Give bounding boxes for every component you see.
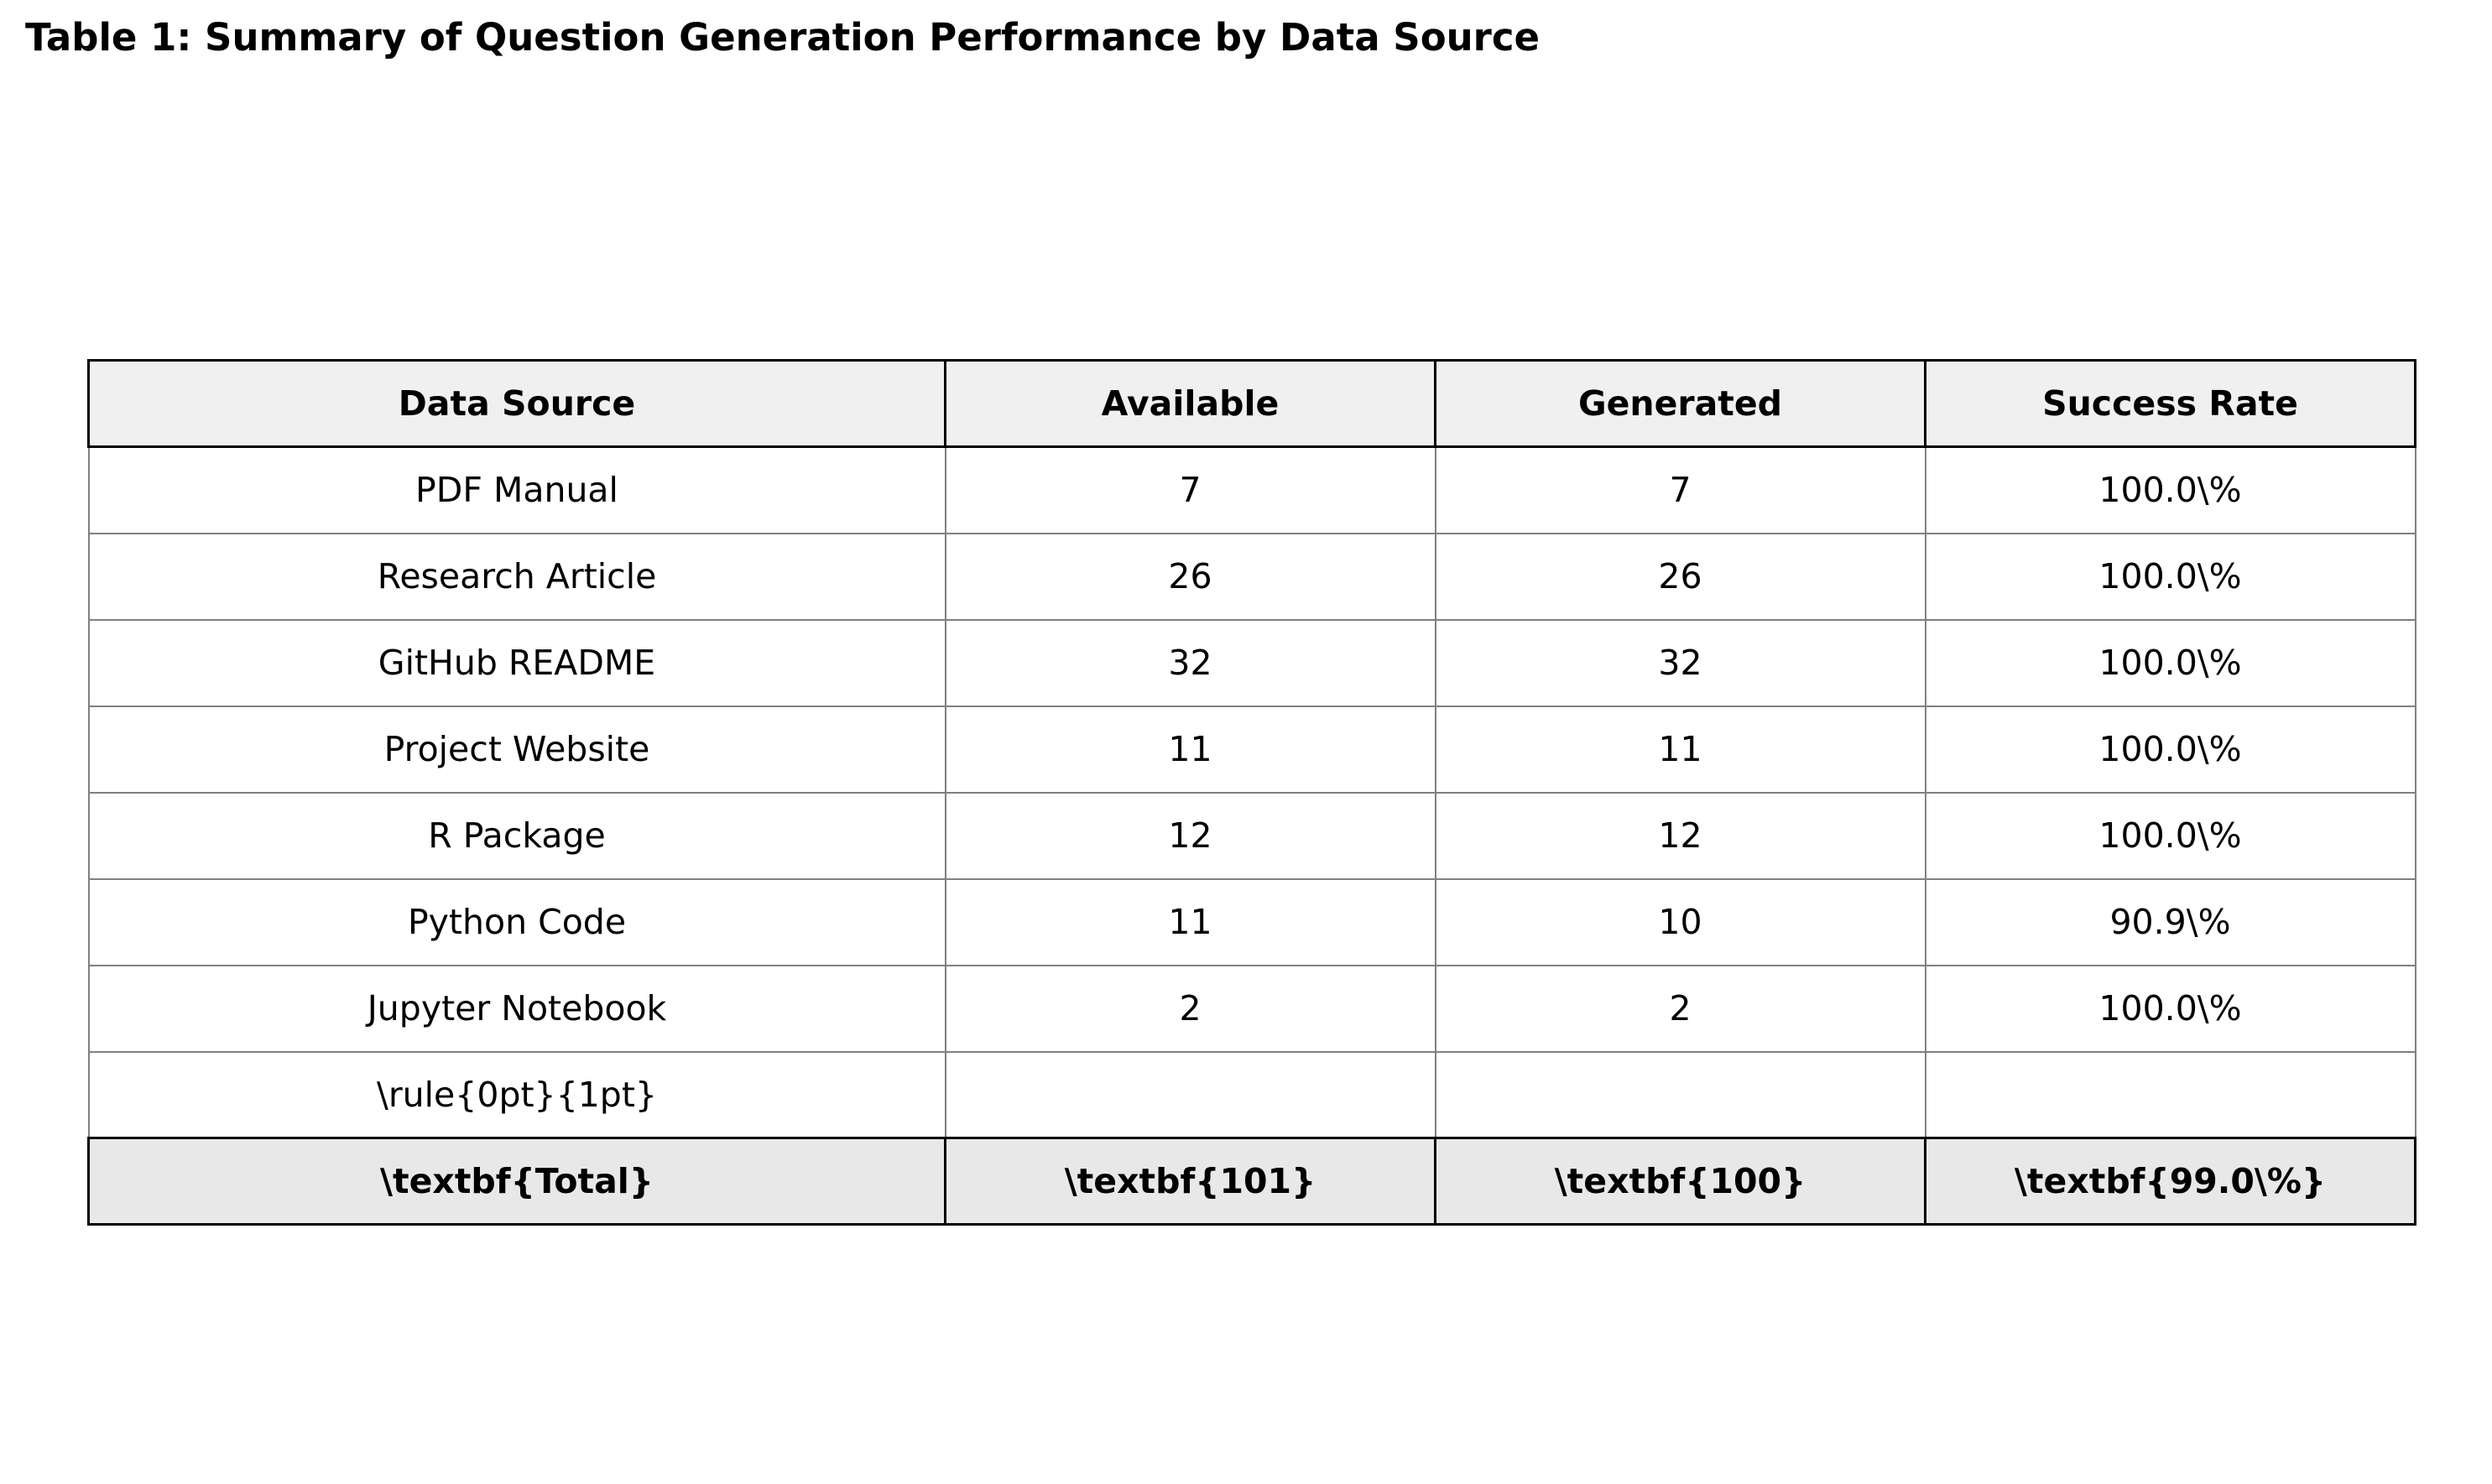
cell-data-source: R Package — [87, 791, 946, 880]
cell-generated: 2 — [1434, 964, 1926, 1053]
header-success-rate: Success Rate — [1924, 359, 2416, 448]
header-row: Data Source Available Generated Success … — [87, 359, 2416, 448]
cell-success-rate: 100.0\% — [1924, 964, 2416, 1053]
header-available: Available — [944, 359, 1436, 448]
cell-data-source: \rule{0pt}{1pt} — [87, 1050, 946, 1139]
total-available: \textbf{101} — [944, 1137, 1436, 1226]
table-row: PDF Manual 7 7 100.0\% — [87, 445, 2416, 534]
cell-generated: 10 — [1434, 877, 1926, 966]
cell-data-source: PDF Manual — [87, 445, 946, 534]
cell-generated: 26 — [1434, 532, 1926, 621]
table-row: R Package 12 12 100.0\% — [87, 791, 2416, 880]
total-generated: \textbf{100} — [1434, 1137, 1926, 1226]
table-title: Table 1: Summary of Question Generation … — [25, 15, 1541, 60]
cell-data-source: Research Article — [87, 532, 946, 621]
table-row: Project Website 11 11 100.0\% — [87, 705, 2416, 794]
cell-data-source: Jupyter Notebook — [87, 964, 946, 1053]
cell-data-source: Project Website — [87, 705, 946, 794]
table-row: Jupyter Notebook 2 2 100.0\% — [87, 964, 2416, 1053]
cell-generated — [1434, 1050, 1926, 1139]
table-row: Research Article 26 26 100.0\% — [87, 532, 2416, 621]
cell-success-rate: 100.0\% — [1924, 791, 2416, 880]
cell-available: 7 — [944, 445, 1436, 534]
total-success-rate: \textbf{99.0\%} — [1924, 1137, 2416, 1226]
summary-table: Data Source Available Generated Success … — [87, 359, 2416, 1226]
cell-success-rate: 100.0\% — [1924, 532, 2416, 621]
header-generated: Generated — [1434, 359, 1926, 448]
cell-available: 11 — [944, 877, 1436, 966]
cell-generated: 7 — [1434, 445, 1926, 534]
total-row: \textbf{Total} \textbf{101} \textbf{100}… — [87, 1137, 2416, 1226]
table-row: \rule{0pt}{1pt} — [87, 1050, 2416, 1139]
cell-available: 32 — [944, 618, 1436, 707]
cell-available: 11 — [944, 705, 1436, 794]
cell-success-rate: 100.0\% — [1924, 705, 2416, 794]
cell-data-source: GitHub README — [87, 618, 946, 707]
cell-success-rate — [1924, 1050, 2416, 1139]
cell-available: 12 — [944, 791, 1436, 880]
total-label: \textbf{Total} — [87, 1137, 946, 1226]
table-row: Python Code 11 10 90.9\% — [87, 877, 2416, 966]
cell-success-rate: 100.0\% — [1924, 445, 2416, 534]
cell-success-rate: 90.9\% — [1924, 877, 2416, 966]
cell-data-source: Python Code — [87, 877, 946, 966]
table-row: GitHub README 32 32 100.0\% — [87, 618, 2416, 707]
cell-generated: 32 — [1434, 618, 1926, 707]
cell-available: 26 — [944, 532, 1436, 621]
cell-available — [944, 1050, 1436, 1139]
cell-generated: 11 — [1434, 705, 1926, 794]
cell-available: 2 — [944, 964, 1436, 1053]
header-data-source: Data Source — [87, 359, 946, 448]
cell-generated: 12 — [1434, 791, 1926, 880]
cell-success-rate: 100.0\% — [1924, 618, 2416, 707]
